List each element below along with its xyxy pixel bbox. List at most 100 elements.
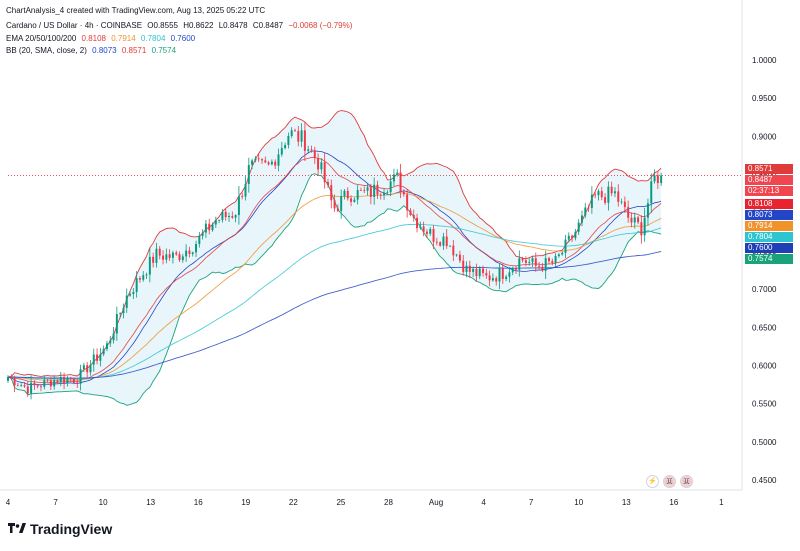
- candlesticks: [7, 121, 663, 400]
- candle: [597, 189, 600, 201]
- price-tag: 0.7804: [745, 232, 793, 243]
- candle: [353, 197, 356, 203]
- candle: [379, 192, 382, 200]
- candle: [373, 177, 376, 205]
- x-tick-label: 10: [99, 498, 108, 507]
- price-axis[interactable]: 1.00000.95000.90000.85000.80000.75000.70…: [752, 56, 777, 485]
- candle: [442, 232, 445, 250]
- candle: [557, 252, 560, 258]
- candle: [366, 182, 369, 196]
- candle: [109, 335, 112, 347]
- candle: [264, 156, 267, 164]
- ema20-value: 0.8108: [81, 34, 106, 43]
- candle: [284, 142, 287, 150]
- y-tick-label: 0.5000: [752, 438, 777, 447]
- ema-legend[interactable]: EMA 20/50/100/200 0.8108 0.7914 0.7804 0…: [6, 34, 198, 44]
- candle: [445, 229, 448, 249]
- ema200-line: [8, 251, 662, 379]
- candle: [653, 169, 656, 184]
- x-tick-label: 7: [53, 498, 58, 507]
- x-tick-label: 13: [622, 498, 631, 507]
- candle: [49, 377, 52, 391]
- candle: [472, 266, 475, 277]
- candle: [26, 380, 29, 397]
- low-value: L0.8478: [218, 21, 248, 30]
- candle: [435, 237, 438, 246]
- x-tick-label: 4: [481, 498, 486, 507]
- candle: [96, 348, 99, 365]
- y-tick-label: 0.4500: [752, 476, 777, 485]
- candle: [102, 345, 105, 357]
- candle: [82, 362, 85, 372]
- candle: [171, 250, 174, 264]
- candle: [488, 270, 491, 287]
- price-tag: 02:37:13: [745, 186, 793, 197]
- candle: [343, 188, 346, 200]
- time-axis[interactable]: 4 7 10 13 16 19 22 25 28 Aug 4 7 10 13 16 1: [6, 498, 724, 507]
- candle: [138, 276, 141, 283]
- candle: [508, 266, 511, 283]
- candle: [356, 184, 359, 205]
- candle: [485, 268, 488, 279]
- candle: [290, 127, 293, 139]
- candle: [155, 242, 158, 268]
- bb-legend[interactable]: BB (20, SMA, close, 2) 0.8073 0.8571 0.7…: [6, 46, 179, 56]
- candle: [23, 381, 26, 388]
- candle: [241, 192, 244, 200]
- candle: [627, 200, 630, 223]
- candle: [587, 204, 590, 212]
- candle: [389, 174, 392, 197]
- tradingview-logo[interactable]: TradingView: [8, 521, 112, 537]
- candle: [40, 384, 42, 392]
- candle: [548, 256, 550, 265]
- event-markers[interactable]: ⚡ 🇺 🇺: [646, 475, 693, 488]
- candle: [376, 180, 379, 199]
- candle: [270, 159, 273, 166]
- bb-mid-value: 0.8073: [92, 46, 117, 55]
- candle: [455, 253, 458, 257]
- candle: [452, 240, 455, 262]
- candle: [320, 158, 323, 174]
- candle: [571, 234, 574, 243]
- candle: [201, 229, 204, 240]
- candle: [468, 260, 471, 279]
- candle: [633, 212, 636, 229]
- x-tick-label: 28: [384, 498, 393, 507]
- y-tick-label: 0.9000: [752, 132, 777, 141]
- candle: [168, 249, 171, 261]
- candle: [16, 382, 19, 387]
- bb-up-value: 0.8571: [121, 46, 147, 55]
- us-flag-icon[interactable]: 🇺: [663, 475, 676, 488]
- symbol-label[interactable]: Cardano / US Dollar · 4h · COINBASE: [6, 21, 143, 30]
- candle: [465, 261, 468, 278]
- candle: [119, 312, 122, 319]
- lightning-icon[interactable]: ⚡: [646, 475, 659, 488]
- close-value: C0.8487: [252, 21, 284, 30]
- caption-text: ChartAnalysis_4 created with TradingView…: [6, 6, 266, 15]
- us-flag-icon[interactable]: 🇺: [680, 475, 693, 488]
- candle: [511, 266, 514, 276]
- ema-label[interactable]: EMA 20/50/100/200: [6, 34, 77, 43]
- candle: [234, 214, 237, 223]
- candle: [294, 128, 296, 132]
- candle: [495, 276, 498, 286]
- candle: [419, 221, 422, 230]
- candle: [218, 219, 221, 224]
- candle: [63, 372, 66, 390]
- y-tick-label: 0.5500: [752, 400, 777, 409]
- candle: [326, 178, 329, 188]
- candle: [228, 212, 230, 222]
- ohlc-legend[interactable]: Cardano / US Dollar · 4h · COINBASE O0.8…: [6, 21, 355, 31]
- bb-label[interactable]: BB (20, SMA, close, 2): [6, 46, 87, 55]
- candle: [277, 148, 280, 172]
- candle: [76, 378, 79, 388]
- x-tick-label: 1: [719, 498, 724, 507]
- x-tick-label: Aug: [429, 498, 443, 507]
- candle: [195, 240, 198, 258]
- candle: [561, 251, 564, 256]
- candle: [313, 146, 316, 164]
- candle: [650, 173, 653, 213]
- candle: [528, 258, 531, 266]
- candle: [59, 371, 62, 387]
